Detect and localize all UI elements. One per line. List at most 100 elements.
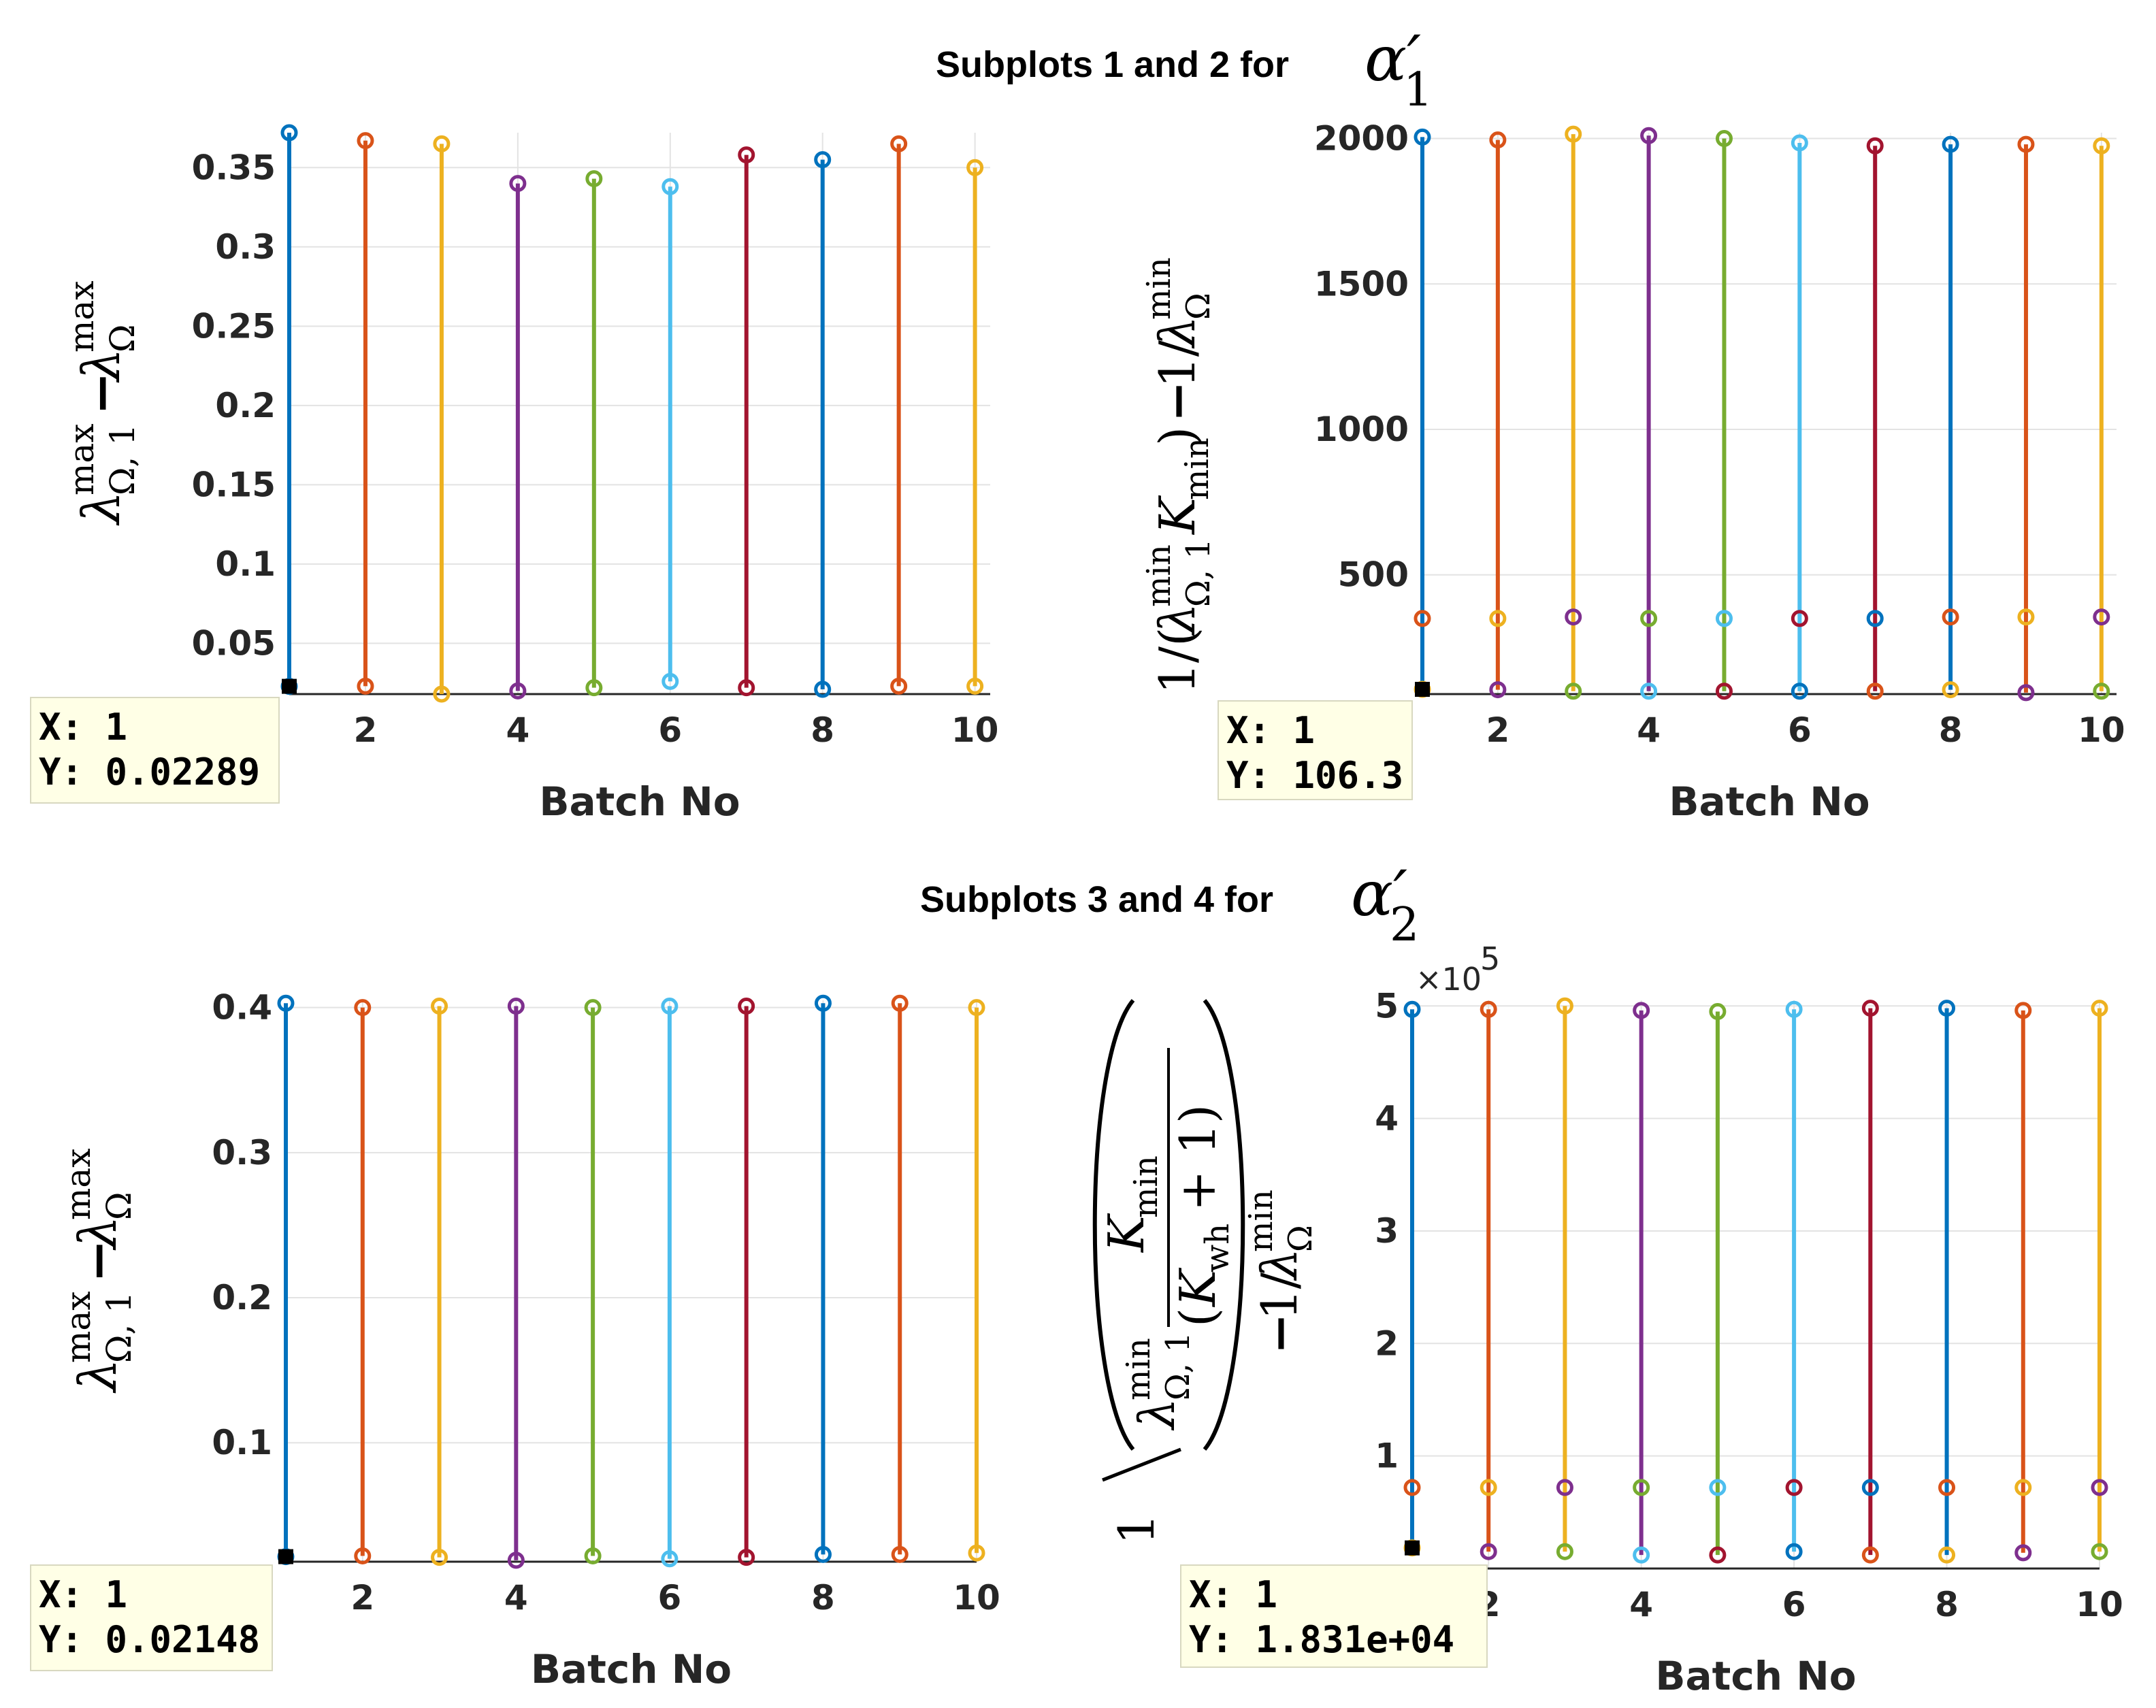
stem-marker-top bbox=[1489, 131, 1507, 149]
stem-batch-3 bbox=[1556, 997, 1573, 1560]
stem-batch-5 bbox=[1709, 1003, 1727, 1564]
datatip-y-text: Y: 1.831e+04 bbox=[1189, 1618, 1454, 1661]
stem-batch-9 bbox=[891, 994, 909, 1563]
stem-marker-top bbox=[507, 998, 525, 1015]
stem-batch-8 bbox=[814, 151, 832, 698]
y-tick-label: 4 bbox=[1375, 1099, 1399, 1138]
stem-marker-bottom bbox=[661, 1550, 679, 1568]
svg-text:Ω, 1: Ω, 1 bbox=[1159, 1332, 1197, 1400]
plot-4-grid bbox=[1412, 1000, 2100, 1569]
stem-marker-bottom bbox=[1565, 683, 1582, 700]
x-tick-label: 8 bbox=[1935, 1585, 1959, 1624]
y-tick-label: 1500 bbox=[1314, 264, 1409, 303]
stem-batch-1 bbox=[280, 124, 298, 695]
stem-marker-bottom bbox=[584, 1547, 602, 1564]
x-tick-label: 4 bbox=[1637, 710, 1661, 750]
svg-text:λ: λ bbox=[71, 348, 131, 383]
stem-marker-middle bbox=[1480, 1479, 1497, 1496]
stem-marker-top bbox=[891, 994, 909, 1012]
y-tick-label: 0.4 bbox=[212, 988, 272, 1028]
stem-batch-1 bbox=[1414, 128, 1431, 698]
y-tick-label: 0.15 bbox=[192, 465, 276, 504]
x-tick-label: 4 bbox=[504, 1578, 528, 1617]
stem-marker-top bbox=[814, 151, 832, 169]
y-tick-label: 2 bbox=[1375, 1324, 1399, 1363]
stem-batch-4 bbox=[1640, 127, 1658, 700]
stem-marker-bottom bbox=[738, 679, 755, 697]
svg-text:Ω, 1: Ω, 1 bbox=[1179, 538, 1218, 607]
stem-marker-bottom bbox=[509, 682, 527, 700]
stem-batch-10 bbox=[968, 999, 985, 1562]
stem-batch-7 bbox=[1861, 1000, 1879, 1564]
y-tick-label: 0.2 bbox=[215, 386, 276, 425]
stem-marker-middle bbox=[1938, 1479, 1956, 1496]
stem-batch-5 bbox=[1715, 130, 1733, 700]
y-tick-label: 0.3 bbox=[215, 227, 276, 267]
datatip-box: X: 1Y: 0.02289 bbox=[30, 697, 280, 804]
svg-text:Ω: Ω bbox=[1179, 293, 1218, 320]
svg-text:max: max bbox=[62, 424, 101, 495]
x-axis-label: Batch No bbox=[1655, 1653, 1856, 1699]
stem-marker-middle bbox=[1633, 1479, 1650, 1496]
svg-text:K: K bbox=[1149, 495, 1206, 536]
x-axis-label: Batch No bbox=[1669, 778, 1869, 825]
plot-1-grid bbox=[289, 133, 990, 694]
svg-text:−: − bbox=[1148, 381, 1206, 422]
x-tick-label: 2 bbox=[350, 1578, 374, 1617]
stem-marker-middle bbox=[2017, 608, 2035, 626]
plot-2: 500 1000 1500 2000 2 4 6 8 10 Batch No X: 1Y: 106.… bbox=[1218, 119, 2125, 825]
stem-marker-middle bbox=[2014, 1479, 2032, 1496]
svg-text:λ: λ bbox=[1251, 1248, 1308, 1281]
x-tick-label: 10 bbox=[953, 1578, 1000, 1617]
svg-text:−: − bbox=[67, 1239, 128, 1283]
y-tick-label: 0.2 bbox=[212, 1278, 272, 1317]
stem-marker-top bbox=[277, 994, 295, 1012]
stem-batch-2 bbox=[357, 132, 374, 695]
stem-marker-bottom bbox=[891, 1545, 909, 1563]
stem-marker-top bbox=[280, 124, 298, 142]
svg-text:−: − bbox=[71, 372, 131, 415]
svg-text:max: max bbox=[59, 1292, 98, 1363]
stem-marker-bottom bbox=[814, 680, 832, 698]
stem-marker-top bbox=[1709, 1003, 1727, 1021]
ylabel-subplot-2: 1/( λ min Ω, 1 K min ) − 1/ λ min Ω bbox=[1140, 257, 1218, 694]
svg-text:min: min bbox=[1178, 438, 1216, 500]
y-tick-label: 0.35 bbox=[192, 148, 276, 187]
stem-batch-7 bbox=[738, 146, 755, 697]
stem-marker-middle bbox=[2091, 1479, 2108, 1496]
x-tick-label: 6 bbox=[1782, 1585, 1806, 1624]
datatip-y-text: Y: 0.02289 bbox=[39, 751, 260, 793]
stem-batch-7 bbox=[738, 998, 755, 1566]
stem-batch-2 bbox=[1489, 131, 1507, 699]
stem-marker-bottom bbox=[1556, 1543, 1573, 1560]
plot-3-grid bbox=[286, 1000, 977, 1562]
stem-marker-middle bbox=[1414, 610, 1431, 627]
bottom-suptitle-symbol-sub: 2 bbox=[1390, 898, 1419, 952]
stem-batch-8 bbox=[1938, 1000, 1956, 1564]
svg-text:Ω, 1: Ω, 1 bbox=[99, 1292, 139, 1363]
svg-text:Ω: Ω bbox=[99, 1192, 139, 1220]
stem-marker-top bbox=[1480, 1000, 1497, 1018]
svg-text:max: max bbox=[59, 1149, 98, 1220]
bottom-suptitle-text: Subplots 3 and 4 for bbox=[920, 879, 1273, 920]
svg-text:Ω, 1: Ω, 1 bbox=[103, 424, 142, 495]
y-tick-label: 1000 bbox=[1314, 410, 1409, 449]
y-exponent-power: 5 bbox=[1480, 940, 1500, 977]
stem-marker-bottom bbox=[2093, 683, 2110, 700]
bottom-suptitle: Subplots 3 and 4 for α′ 2 bbox=[920, 857, 1419, 952]
stem-marker-bottom bbox=[357, 677, 374, 695]
stem-marker-top bbox=[814, 994, 832, 1012]
stem-marker-middle bbox=[1403, 1479, 1421, 1496]
x-tick-label: 10 bbox=[2078, 710, 2125, 750]
stem-marker-top bbox=[1791, 134, 1808, 152]
svg-text:1: 1 bbox=[1108, 1513, 1165, 1545]
ylabel-subplot-4: 1 λ min Ω, 1 K min ( K wh + 1) − 1/ λ mi… bbox=[1092, 999, 1320, 1545]
stem-marker-top bbox=[1942, 135, 1959, 153]
datatip-background bbox=[30, 1564, 273, 1671]
stem-marker-top bbox=[1715, 130, 1733, 148]
y-tick-label: 1 bbox=[1375, 1436, 1399, 1476]
stem-marker-middle bbox=[1861, 1479, 1879, 1496]
datatip-y-text: Y: 106.3 bbox=[1226, 754, 1403, 797]
